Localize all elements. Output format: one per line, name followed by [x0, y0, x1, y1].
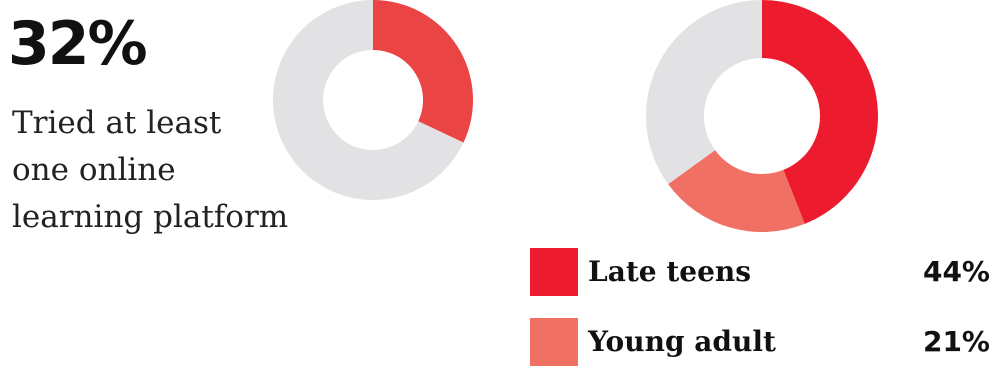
stat-caption-line: one online: [12, 152, 176, 188]
donut-slice-late-teens: [762, 0, 878, 224]
legend-value: 21%: [922, 325, 990, 358]
legend-item-young-adult: Young adult 21%: [530, 318, 994, 366]
donut-slice-remainder: [646, 0, 762, 185]
legend-label: Young adult: [588, 325, 776, 358]
legend-swatch-young-adult: [530, 318, 578, 366]
donut-slice-young-adult: [668, 150, 805, 232]
legend-label: Late teens: [588, 255, 752, 288]
stat-caption: Tried at least one online learning platf…: [12, 100, 302, 241]
legend-item-late-teens: Late teens 44%: [530, 248, 994, 296]
stat-caption-line: Tried at least: [12, 105, 222, 141]
stat-figure: 32%: [8, 9, 148, 79]
stat-caption-line: learning platform: [12, 199, 289, 235]
donut-slice-remainder: [273, 0, 464, 200]
legend-swatch-late-teens: [530, 248, 578, 296]
donut-chart-age-groups: [646, 0, 878, 232]
donut-slice-tried: [373, 0, 473, 143]
legend-value: 44%: [922, 255, 990, 288]
donut-chart-online-platform: [273, 0, 473, 200]
